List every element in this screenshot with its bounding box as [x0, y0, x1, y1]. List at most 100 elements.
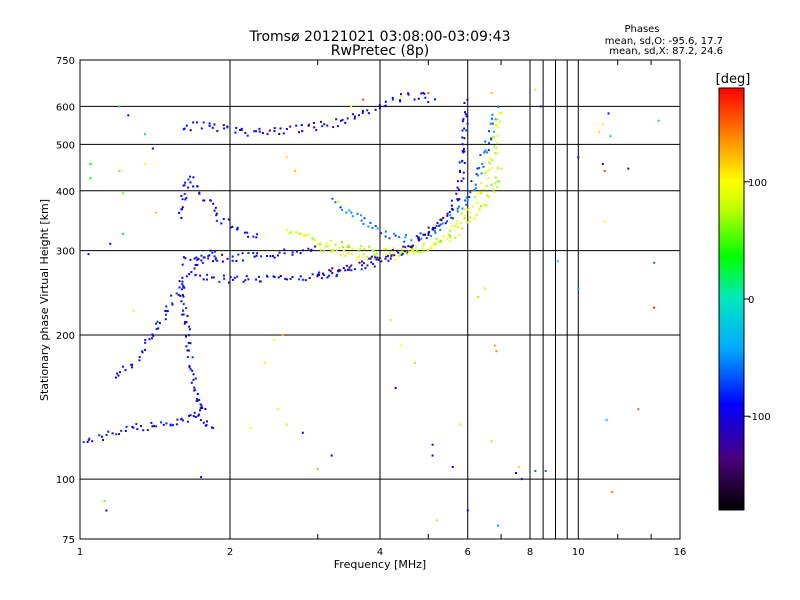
data-point	[194, 416, 197, 419]
y-tick-label: 400	[56, 187, 75, 198]
data-point	[197, 414, 200, 417]
data-point	[237, 253, 240, 256]
data-point	[200, 476, 203, 479]
data-point	[98, 434, 101, 437]
data-point	[325, 242, 328, 245]
data-point	[231, 225, 234, 228]
data-point	[390, 254, 393, 257]
data-point	[164, 318, 167, 321]
data-point	[490, 183, 493, 186]
data-point	[490, 91, 493, 94]
data-point	[357, 250, 360, 253]
data-point	[488, 162, 491, 165]
data-point	[466, 199, 469, 202]
data-point	[91, 440, 94, 443]
data-point	[89, 162, 92, 165]
data-point	[192, 373, 195, 376]
data-point	[316, 468, 319, 471]
data-point	[315, 129, 318, 132]
data-point	[451, 217, 454, 220]
data-point	[490, 440, 493, 443]
data-point	[415, 249, 418, 252]
data-point	[127, 114, 130, 117]
data-point	[151, 425, 154, 428]
data-point	[231, 255, 234, 258]
data-point	[184, 198, 187, 201]
data-point	[448, 229, 451, 232]
data-point	[461, 207, 464, 210]
data-point	[204, 408, 207, 411]
data-point	[384, 248, 387, 251]
data-point	[483, 151, 486, 154]
data-point	[337, 270, 340, 273]
data-point	[353, 268, 356, 271]
data-point	[627, 167, 630, 170]
data-point	[397, 254, 400, 257]
data-point	[474, 187, 477, 190]
x-axis-label: Frequency [MHz]	[334, 558, 426, 571]
data-point	[411, 247, 414, 250]
data-point	[308, 277, 311, 280]
data-point	[496, 142, 499, 145]
data-point	[395, 249, 398, 252]
data-point	[448, 228, 451, 231]
data-point	[367, 225, 370, 228]
data-point	[417, 97, 420, 100]
data-point	[423, 92, 426, 95]
data-point	[348, 266, 351, 269]
data-point	[187, 178, 190, 181]
data-point	[162, 423, 165, 426]
data-point	[498, 180, 501, 183]
data-point	[389, 318, 392, 321]
data-point	[476, 201, 479, 204]
data-point	[318, 271, 321, 274]
data-point	[488, 130, 491, 133]
data-point	[479, 154, 482, 157]
data-point	[180, 418, 183, 421]
data-point	[214, 206, 217, 209]
data-point	[376, 227, 379, 230]
data-point	[279, 274, 282, 277]
data-point	[403, 250, 406, 253]
data-point	[463, 137, 466, 140]
data-point	[459, 423, 462, 426]
data-point	[456, 186, 459, 189]
data-point	[367, 245, 370, 248]
data-point	[469, 191, 472, 194]
data-point	[437, 224, 440, 227]
data-point	[482, 165, 485, 168]
data-point	[350, 105, 353, 108]
data-point	[135, 422, 138, 425]
data-point	[403, 240, 406, 243]
data-point	[480, 192, 483, 195]
data-point	[286, 278, 289, 281]
data-point	[198, 191, 201, 194]
data-point	[411, 250, 414, 253]
data-point	[190, 381, 193, 384]
data-point	[360, 219, 363, 222]
data-point	[433, 242, 436, 245]
data-point	[226, 257, 229, 260]
data-point	[335, 275, 338, 278]
data-point	[499, 120, 502, 123]
data-point	[311, 237, 314, 240]
data-point	[609, 135, 612, 138]
data-point	[463, 127, 466, 130]
data-point	[413, 252, 416, 255]
data-point	[422, 244, 425, 247]
data-point	[192, 185, 195, 188]
data-point	[200, 127, 203, 130]
data-point	[420, 237, 423, 240]
data-point	[336, 125, 339, 128]
data-point	[490, 167, 493, 170]
data-point	[181, 419, 184, 422]
data-point	[158, 322, 161, 325]
data-point	[171, 424, 174, 427]
data-point	[169, 424, 172, 427]
y-tick-label: 300	[56, 247, 75, 258]
data-point	[187, 341, 190, 344]
data-point	[181, 206, 184, 209]
data-point	[229, 276, 232, 279]
data-point	[185, 321, 188, 324]
data-point	[373, 253, 376, 256]
